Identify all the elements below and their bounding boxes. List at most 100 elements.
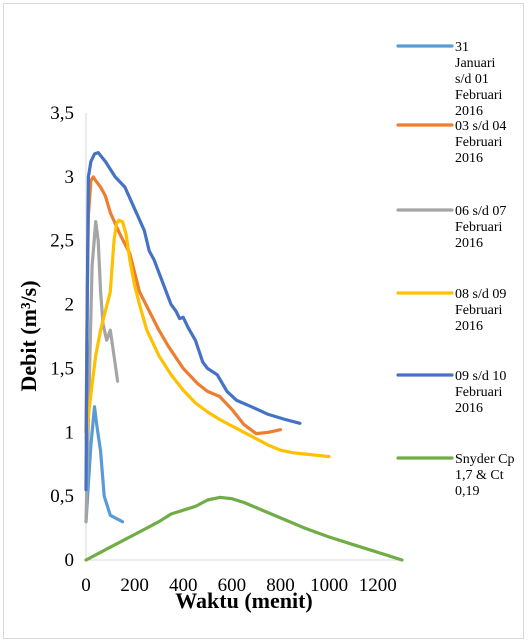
plot-area: [84, 113, 404, 562]
data-point: [88, 367, 90, 369]
data-point: [255, 506, 257, 508]
y-tick-label: 1,5: [50, 358, 74, 379]
data-point: [95, 220, 97, 222]
data-point: [158, 355, 160, 357]
data-point: [103, 495, 105, 497]
data-point: [99, 186, 101, 188]
x-axis-title: Waktu (menit): [175, 588, 313, 613]
data-point: [109, 211, 111, 213]
data-point: [170, 374, 172, 376]
legend-item: 06 s/d 07 Februari 2016: [396, 204, 506, 251]
legend-item: 31 Januari s/d 01 Februari 2016: [396, 40, 503, 119]
data-point: [92, 176, 94, 178]
data-point: [109, 546, 111, 548]
data-point: [99, 329, 101, 331]
data-point: [138, 291, 140, 293]
legend-item: Snyder Cp 1,7 & Ct 0,19: [396, 452, 515, 499]
data-point: [279, 449, 281, 451]
series-line: [84, 151, 302, 492]
data-point: [226, 390, 228, 392]
data-point: [104, 195, 106, 197]
data-point: [146, 329, 148, 331]
data-point: [90, 180, 92, 182]
y-tick-label: 1: [65, 422, 75, 443]
data-point: [158, 329, 160, 331]
data-point: [158, 521, 160, 523]
series-line: [84, 220, 120, 524]
data-point: [115, 223, 117, 225]
legend-label: 08 s/d 09 Februari 2016: [455, 287, 506, 334]
data-point: [133, 208, 135, 210]
data-point: [109, 291, 111, 293]
data-point: [299, 422, 301, 424]
data-point: [143, 229, 145, 231]
data-point: [133, 533, 135, 535]
data-point: [231, 498, 233, 500]
x-tick-label: 1000: [310, 575, 348, 596]
data-point: [99, 450, 101, 452]
data-point: [109, 514, 111, 516]
data-point: [206, 499, 208, 501]
y-tick-label: 0,5: [50, 486, 74, 507]
data-point: [90, 444, 92, 446]
data-point: [90, 160, 92, 162]
data-point: [104, 310, 106, 312]
data-point: [182, 367, 184, 369]
y-tick-label: 3,5: [50, 103, 74, 124]
data-point: [194, 505, 196, 507]
data-point: [167, 346, 169, 348]
x-tick-label: 0: [81, 575, 91, 596]
data-point: [377, 551, 379, 553]
legend-item: 03 s/d 04 Februari 2016: [396, 119, 506, 166]
x-tick-label: 600: [218, 575, 247, 596]
data-point: [133, 284, 135, 286]
data-point: [206, 367, 208, 369]
series-line: [84, 405, 125, 524]
data-point: [148, 250, 150, 252]
data-point: [97, 240, 99, 242]
data-point: [121, 521, 123, 523]
data-point: [93, 406, 95, 408]
y-tick-label: 2,5: [50, 231, 74, 252]
data-point: [121, 220, 123, 222]
data-point: [243, 431, 245, 433]
data-point: [206, 411, 208, 413]
data-point: [219, 418, 221, 420]
data-point: [106, 339, 108, 341]
data-point: [87, 176, 89, 178]
x-tick-label: 1200: [359, 575, 397, 596]
data-point: [118, 219, 120, 221]
data-point: [216, 374, 218, 376]
data-point: [104, 160, 106, 162]
y-tick-label: 2: [65, 295, 75, 316]
data-point: [194, 339, 196, 341]
data-point: [187, 326, 189, 328]
series-group: [84, 175, 283, 436]
data-point: [163, 284, 165, 286]
data-point: [182, 509, 184, 511]
data-point: [109, 329, 111, 331]
series-group: [84, 218, 331, 459]
data-point: [255, 438, 257, 440]
x-tick-label: 400: [169, 575, 198, 596]
data-point: [153, 259, 155, 261]
data-point: [231, 425, 233, 427]
legend-label: 03 s/d 04 Februari 2016: [455, 119, 506, 166]
data-point: [113, 355, 115, 357]
y-tick-label: 3: [65, 167, 75, 188]
data-point: [113, 240, 115, 242]
data-point: [119, 233, 121, 235]
data-point: [267, 444, 269, 446]
legend-label: 09 s/d 10 Februari 2016: [455, 369, 506, 416]
data-point: [267, 413, 269, 415]
data-point: [91, 265, 93, 267]
data-point: [125, 233, 127, 235]
data-point: [250, 406, 252, 408]
data-point: [219, 395, 221, 397]
data-point: [202, 361, 204, 363]
data-point: [219, 496, 221, 498]
data-point: [96, 425, 98, 427]
data-point: [90, 393, 92, 395]
series-line: [84, 495, 404, 562]
